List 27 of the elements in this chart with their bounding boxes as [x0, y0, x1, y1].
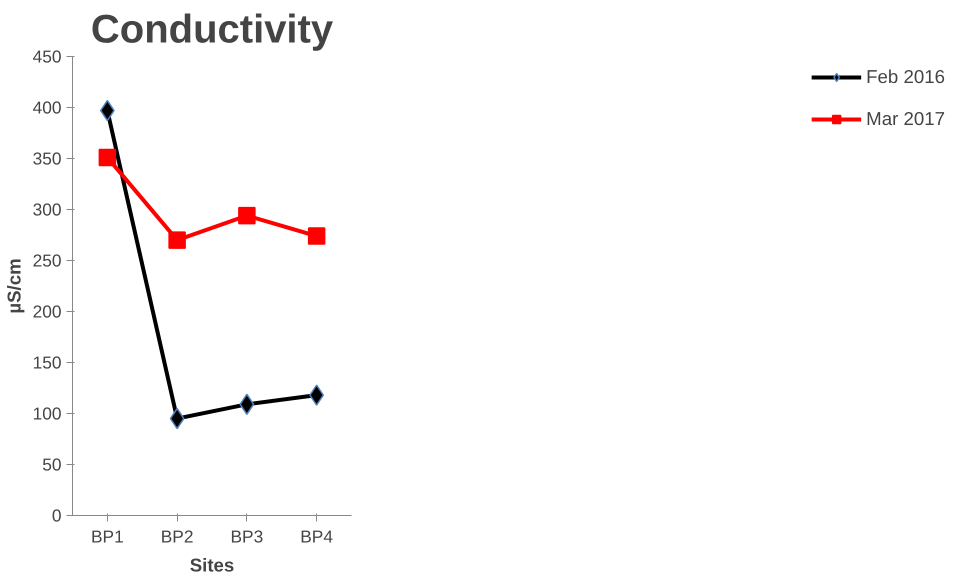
y-tick-label: 200 — [32, 302, 62, 322]
y-tick-label: 0 — [52, 506, 62, 526]
point — [100, 100, 115, 122]
point — [170, 408, 185, 430]
y-axis-title: µS/cm — [4, 258, 25, 314]
x-tick-label: BP4 — [300, 526, 334, 546]
point — [308, 227, 326, 245]
y-tick-label: 400 — [32, 98, 62, 118]
y-tick-label: 100 — [32, 404, 62, 424]
legend-label: Feb 2016 — [866, 66, 945, 88]
point — [239, 394, 254, 416]
y-tick-label: 350 — [32, 148, 62, 168]
y-tick-label: 250 — [32, 250, 62, 270]
point — [309, 384, 324, 406]
chart-title: Conductivity — [90, 8, 334, 52]
y-tick-label: 450 — [32, 46, 62, 66]
y-tick-label: 150 — [32, 352, 62, 372]
legend-label: Mar 2017 — [866, 108, 945, 130]
point — [98, 148, 116, 166]
point — [168, 231, 186, 249]
y-tick-label: 300 — [32, 200, 62, 220]
x-tick-label: BP2 — [160, 526, 194, 546]
point — [238, 206, 256, 224]
x-axis-title: Sites — [190, 554, 234, 576]
x-tick-label: BP3 — [230, 526, 264, 546]
y-tick-label: 50 — [42, 454, 62, 474]
x-tick-label: BP1 — [91, 526, 124, 546]
